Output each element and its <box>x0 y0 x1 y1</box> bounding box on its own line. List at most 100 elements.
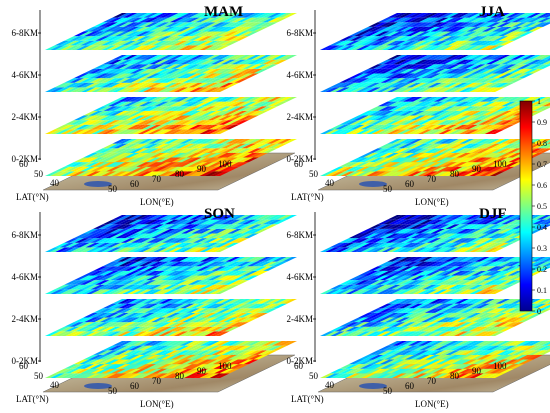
heat-cell <box>325 331 340 336</box>
heat-cell <box>406 284 422 290</box>
heat-cell <box>84 31 99 37</box>
heat-cell <box>432 368 448 374</box>
heat-cell <box>429 59 444 65</box>
heat-cell <box>460 303 475 309</box>
heat-cell <box>214 40 229 46</box>
heat-cell <box>461 110 477 116</box>
heat-cell <box>182 364 198 369</box>
heat-cell <box>484 326 499 332</box>
heat-cell <box>433 129 449 134</box>
heat-cell <box>480 341 495 346</box>
heat-cell <box>433 139 449 144</box>
heat-cell <box>546 100 550 102</box>
heat-cell <box>246 215 261 220</box>
heat-cell <box>122 55 138 60</box>
heat-cell <box>441 115 457 121</box>
heat-cell <box>166 275 182 281</box>
layer-2-4km <box>45 299 297 336</box>
heat-cell <box>228 31 244 37</box>
heat-cell <box>186 26 202 32</box>
heat-cell <box>75 129 91 134</box>
heat-cell <box>325 289 340 294</box>
heat-cell <box>453 171 469 176</box>
heat-cell <box>443 331 459 336</box>
heat-cell <box>147 242 163 248</box>
heat-cell <box>456 73 472 79</box>
heat-cell <box>381 129 397 134</box>
heat-cell <box>478 36 493 41</box>
heat-cell <box>256 55 272 60</box>
heat-cell <box>198 238 213 243</box>
heat-cell <box>213 78 229 83</box>
heat-cell <box>360 284 376 290</box>
heat-cell <box>204 373 220 378</box>
heat-cell <box>243 228 258 234</box>
heat-cell <box>426 359 441 365</box>
heat-cell <box>340 373 356 378</box>
heat-cell <box>170 106 186 111</box>
heat-cell <box>179 215 195 220</box>
heat-cell <box>148 97 164 102</box>
heat-cell <box>419 308 435 313</box>
heat-cell <box>465 266 481 271</box>
heat-cell <box>467 78 483 83</box>
heat-cell <box>460 17 475 23</box>
heat-cell <box>365 40 381 46</box>
heat-cell <box>431 317 446 323</box>
heat-cell <box>148 299 164 304</box>
heat-cell <box>50 171 65 176</box>
heat-cell <box>209 171 225 176</box>
heat-cell <box>119 270 135 276</box>
heat-cell <box>505 139 521 144</box>
heat-cell <box>135 275 151 281</box>
heat-cell <box>185 261 200 267</box>
heat-cell <box>75 331 91 336</box>
heat-cell <box>256 139 272 144</box>
heat-cell <box>252 106 268 111</box>
heat-cell <box>396 242 412 248</box>
heat-cell <box>388 219 403 225</box>
heat-cell <box>144 350 160 355</box>
heat-cell <box>527 59 542 65</box>
heat-cell <box>426 157 441 163</box>
heat-cell <box>120 162 136 167</box>
heat-cell <box>122 247 137 252</box>
heat-cell <box>151 120 167 125</box>
heat-cell <box>232 64 247 69</box>
heat-cell <box>175 106 191 111</box>
heat-cell <box>134 110 150 116</box>
heat-cell <box>199 13 215 18</box>
heat-cell <box>228 115 244 121</box>
heat-cell <box>526 13 542 18</box>
heat-cell <box>498 359 513 365</box>
heat-cell <box>207 73 223 79</box>
heat-cell <box>492 152 508 158</box>
heat-cell <box>399 152 415 158</box>
heat-cell <box>406 242 422 248</box>
heat-cell <box>215 345 231 351</box>
heat-cell <box>401 40 417 46</box>
heat-cell <box>138 55 153 60</box>
heat-cell <box>248 354 263 360</box>
heat-cell <box>407 373 423 378</box>
heat-cell <box>146 36 162 41</box>
colorbar-tick-label: 0.6 <box>537 181 547 190</box>
heat-cell <box>413 303 429 309</box>
heat-cell <box>102 17 118 23</box>
heat-cell <box>126 238 141 243</box>
heat-cell <box>377 345 393 351</box>
heat-cell <box>444 219 460 225</box>
heat-cell <box>216 308 232 313</box>
heat-cell <box>228 364 244 369</box>
heat-cell <box>234 78 249 83</box>
heat-cell <box>241 345 257 351</box>
heat-cell <box>172 238 188 243</box>
heat-cell <box>50 373 65 378</box>
heat-cell <box>344 36 360 41</box>
heat-cell <box>224 40 240 46</box>
heat-cell <box>174 257 189 262</box>
heat-cell <box>532 148 548 153</box>
heat-cell <box>442 364 457 369</box>
heat-cell <box>375 322 391 327</box>
heat-cell <box>438 55 454 60</box>
